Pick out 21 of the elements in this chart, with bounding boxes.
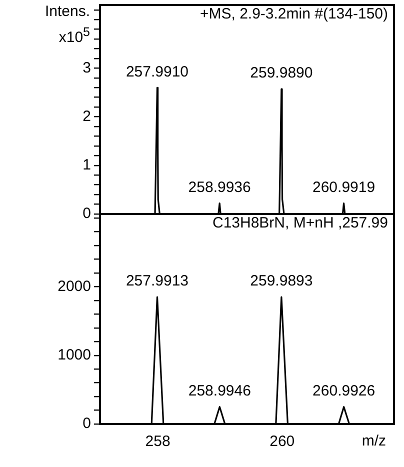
annotation: 260.9919 (312, 178, 376, 196)
y-tick-label: 3 (82, 59, 91, 76)
annotation: 260.9926 (312, 382, 376, 400)
x-tick-label: 258 (145, 433, 170, 450)
y-tick-label: 0 (82, 415, 91, 432)
annotation: C13H8BrN, M+nH ,257.99 (212, 214, 388, 232)
annotation: 258.9936 (188, 178, 251, 196)
annotation: 258.9946 (188, 382, 251, 400)
annotation: 257.9913 (126, 272, 189, 290)
y-tick-label: 0 (82, 205, 91, 222)
y-tick-label: 1000 (58, 346, 91, 364)
annotation: 257.9910 (126, 63, 189, 80)
y-tick-label: 2 (82, 108, 91, 125)
annotation: 259.9890 (250, 64, 313, 82)
annotation: +MS, 2.9-3.2min #(134-150) (200, 6, 388, 23)
y-tick-label: 2000 (58, 278, 91, 295)
x-tick-label: 260 (270, 433, 295, 450)
annotation: 259.9893 (250, 272, 313, 290)
y-axis-title: Intens. x10$^{5}$ (44, 2, 90, 48)
y-tick-label: 1 (82, 156, 91, 174)
x-axis-title: m/z (362, 432, 386, 450)
